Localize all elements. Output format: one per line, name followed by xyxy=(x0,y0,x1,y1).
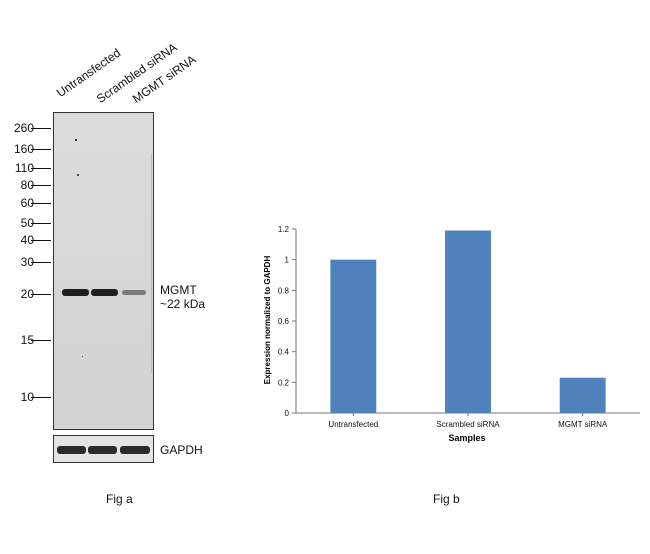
marker-160: 160 xyxy=(13,142,34,156)
marker-tick-50 xyxy=(31,223,51,224)
marker-20: 20 xyxy=(20,287,34,301)
y-tick-label: 0 xyxy=(285,409,290,418)
band-label-mgmt: MGMT xyxy=(160,283,197,297)
blot-panel xyxy=(53,112,154,430)
x-tick-label: Scrambled siRNA xyxy=(436,420,500,429)
marker-tick-30 xyxy=(31,262,51,263)
x-axis-label: Samples xyxy=(448,433,485,443)
marker-tick-10 xyxy=(31,397,51,398)
marker-40: 40 xyxy=(20,233,34,247)
x-tick-label: Untransfected xyxy=(328,420,378,429)
figure-b-caption: Fig b xyxy=(433,492,460,506)
marker-15: 15 xyxy=(20,333,34,347)
marker-tick-15 xyxy=(31,340,51,341)
y-tick-label: 1 xyxy=(285,256,290,265)
bar xyxy=(330,259,377,413)
marker-tick-40 xyxy=(31,240,51,241)
marker-260: 260 xyxy=(13,121,34,135)
gapdh-band-1 xyxy=(57,446,86,454)
marker-tick-260 xyxy=(31,128,51,129)
mgmt-band-untransfected xyxy=(62,289,89,296)
marker-110: 110 xyxy=(14,161,34,175)
marker-50: 50 xyxy=(20,216,34,230)
marker-80: 80 xyxy=(20,178,34,192)
mgmt-band-scrambled xyxy=(91,289,118,296)
marker-tick-80 xyxy=(31,185,51,186)
mgmt-band-mgmt-sirna xyxy=(122,290,146,295)
y-tick-label: 0.8 xyxy=(278,286,290,295)
bar xyxy=(445,230,491,413)
marker-60: 60 xyxy=(20,196,34,210)
blot-edge-streak xyxy=(151,153,152,373)
y-tick-label: 0.6 xyxy=(278,317,290,326)
blot-speck xyxy=(75,139,77,141)
marker-10: 10 xyxy=(20,390,34,404)
bar xyxy=(559,377,606,413)
marker-tick-60 xyxy=(31,203,51,204)
marker-tick-20 xyxy=(31,294,51,295)
marker-30: 30 xyxy=(20,255,34,269)
blot-speck xyxy=(77,174,79,176)
gapdh-band-3 xyxy=(120,446,150,454)
x-tick-label: MGMT siRNA xyxy=(558,420,608,429)
y-tick-label: 1.2 xyxy=(278,225,290,234)
y-tick-label: 0.4 xyxy=(278,348,290,357)
band-label-kda: ~22 kDa xyxy=(160,297,206,311)
y-tick-label: 0.2 xyxy=(278,378,290,387)
gapdh-panel xyxy=(53,435,154,463)
y-axis-label: Expression normalized to GAPDH xyxy=(263,256,272,385)
marker-tick-160 xyxy=(31,149,51,150)
marker-tick-110 xyxy=(31,168,51,169)
figure-a-caption: Fig a xyxy=(106,492,133,506)
gapdh-label: GAPDH xyxy=(160,443,203,457)
blot-speck xyxy=(82,356,83,357)
gapdh-band-2 xyxy=(88,446,117,454)
